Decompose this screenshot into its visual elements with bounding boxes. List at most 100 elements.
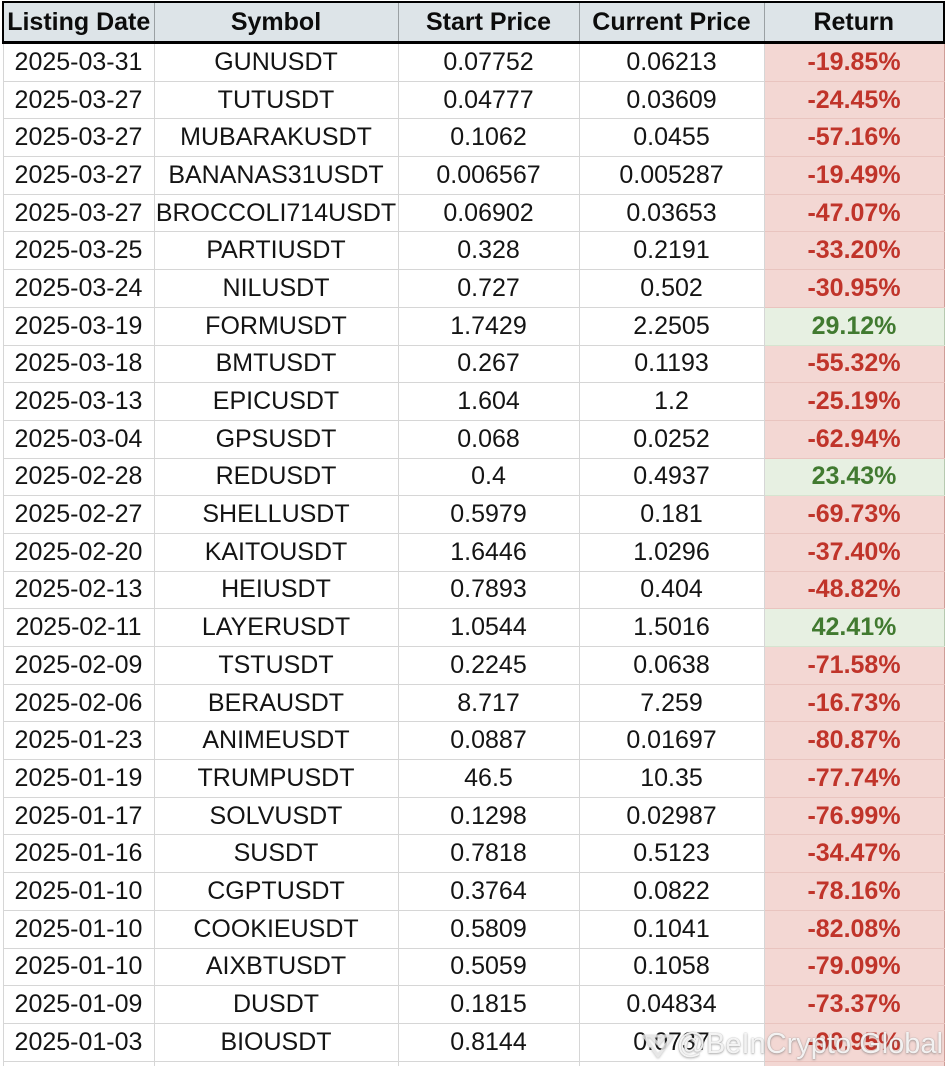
start-price-cell[interactable]: 8.717 xyxy=(397,683,580,723)
start-price-cell[interactable]: 0.07752 xyxy=(397,42,580,82)
symbol-cell[interactable]: HEIUSDT xyxy=(153,570,399,610)
listing-date-cell[interactable]: 2025-03-18 xyxy=(2,344,155,384)
return-cell[interactable]: -47.07% xyxy=(763,193,945,233)
current-price-cell[interactable]: 10.35 xyxy=(578,759,765,798)
listing-date-cell[interactable]: 2025-03-24 xyxy=(2,269,155,308)
current-price-cell[interactable]: 7.259 xyxy=(578,683,765,723)
start-price-cell[interactable]: 0.006567 xyxy=(397,156,580,195)
symbol-cell[interactable]: SUSDT xyxy=(153,834,399,874)
return-cell[interactable]: -71.58% xyxy=(763,646,945,685)
listing-date-cell[interactable]: 2025-01-17 xyxy=(2,796,155,836)
symbol-cell[interactable]: BMTUSDT xyxy=(153,344,399,384)
listing-date-cell[interactable]: 2025-03-13 xyxy=(2,382,155,421)
return-cell[interactable]: -77.74% xyxy=(763,759,945,798)
current-price-cell[interactable]: 0.4937 xyxy=(578,457,765,497)
start-price-cell[interactable]: 0.7818 xyxy=(397,834,580,874)
return-cell[interactable]: -48.82% xyxy=(763,570,945,610)
current-price-cell[interactable]: 1.0296 xyxy=(578,532,765,572)
start-price-cell[interactable]: 0.1298 xyxy=(397,796,580,836)
return-cell[interactable]: -37.40% xyxy=(763,532,945,572)
return-cell[interactable]: 29.12% xyxy=(763,306,945,346)
current-price-cell[interactable]: 0.04834 xyxy=(578,985,765,1024)
current-price-cell[interactable]: 0.02987 xyxy=(578,796,765,836)
current-price-cell[interactable]: 0.1193 xyxy=(578,344,765,384)
listing-date-cell[interactable]: 2025-03-19 xyxy=(2,306,155,346)
start-price-cell[interactable]: 0.267 xyxy=(397,344,580,384)
current-price-cell[interactable]: 0.404 xyxy=(578,570,765,610)
symbol-cell[interactable]: GPSUSDT xyxy=(153,419,399,459)
current-price-cell[interactable]: 1.2 xyxy=(578,382,765,421)
listing-date-cell[interactable]: 2025-02-11 xyxy=(2,608,155,647)
start-price-cell[interactable]: 1.7429 xyxy=(397,306,580,346)
return-cell[interactable]: -33.20% xyxy=(763,231,945,271)
listing-date-cell[interactable]: 2025-03-27 xyxy=(2,80,155,120)
return-cell[interactable]: -90.95% xyxy=(763,1022,945,1062)
listing-date-cell[interactable]: 2025-01-23 xyxy=(2,721,155,761)
current-price-cell[interactable]: 1.5016 xyxy=(578,608,765,647)
listing-date-cell[interactable]: 2025-02-28 xyxy=(2,457,155,497)
symbol-cell[interactable]: LAYERUSDT xyxy=(153,608,399,647)
listing-date-cell[interactable]: 2025-01-09 xyxy=(2,985,155,1024)
symbol-cell[interactable]: SOLVUSDT xyxy=(153,796,399,836)
return-cell[interactable]: 23.43% xyxy=(763,457,945,497)
return-cell[interactable]: -55.32% xyxy=(763,344,945,384)
return-cell[interactable]: -16.73% xyxy=(763,683,945,723)
return-cell[interactable]: -73.37% xyxy=(763,985,945,1024)
listing-date-cell[interactable]: 2025-03-25 xyxy=(2,231,155,271)
listing-date-cell[interactable]: 2025-02-09 xyxy=(2,646,155,685)
return-cell[interactable]: -78.16% xyxy=(763,872,945,911)
start-price-cell[interactable]: 0.328 xyxy=(397,231,580,271)
start-price-cell[interactable]: 0.7893 xyxy=(397,570,580,610)
current-price-cell[interactable]: 0.03609 xyxy=(578,80,765,120)
column-header-listing-date[interactable]: Listing Date xyxy=(2,1,155,44)
symbol-cell[interactable]: DUSDT xyxy=(153,985,399,1024)
symbol-cell[interactable]: COOKIEUSDT xyxy=(153,909,399,949)
return-cell[interactable]: -62.94% xyxy=(763,419,945,459)
listing-date-cell[interactable]: 2025-01-19 xyxy=(2,759,155,798)
current-price-cell[interactable]: 0.5123 xyxy=(578,834,765,874)
start-price-cell[interactable]: 0.8144 xyxy=(397,1022,580,1062)
symbol-cell[interactable]: BIOUSDT xyxy=(153,1022,399,1062)
start-price-cell[interactable]: 0.4 xyxy=(397,457,580,497)
start-price-cell[interactable]: 0.5809 xyxy=(397,909,580,949)
current-price-cell[interactable]: 0.1041 xyxy=(578,909,765,949)
return-cell[interactable]: -30.95% xyxy=(763,269,945,308)
listing-date-cell[interactable]: 2025-03-27 xyxy=(2,156,155,195)
symbol-cell[interactable]: BANANAS31USDT xyxy=(153,156,399,195)
return-cell[interactable]: -34.47% xyxy=(763,834,945,874)
listing-date-cell[interactable]: 2025-02-27 xyxy=(2,495,155,534)
start-price-cell[interactable]: 0.04777 xyxy=(397,80,580,120)
listing-date-cell[interactable]: 2025-02-20 xyxy=(2,532,155,572)
start-price-cell[interactable]: 1.6446 xyxy=(397,532,580,572)
listing-date-cell[interactable]: 2025-02-06 xyxy=(2,683,155,723)
symbol-cell[interactable]: MUBARAKUSDT xyxy=(153,118,399,158)
start-price-cell[interactable]: 0.1062 xyxy=(397,118,580,158)
current-price-cell[interactable]: 0.06213 xyxy=(578,42,765,82)
current-price-cell[interactable]: 0.181 xyxy=(578,495,765,534)
return-cell[interactable]: -80.87% xyxy=(763,721,945,761)
current-price-cell[interactable]: 0.01697 xyxy=(578,721,765,761)
current-price-cell[interactable]: 0.0822 xyxy=(578,872,765,911)
current-price-cell[interactable]: 2.2505 xyxy=(578,306,765,346)
start-price-cell[interactable]: 46.5 xyxy=(397,759,580,798)
current-price-cell[interactable]: 0.0737 xyxy=(578,1022,765,1062)
return-cell[interactable]: -79.09% xyxy=(763,947,945,987)
listing-date-cell[interactable]: 2025-01-10 xyxy=(2,872,155,911)
listing-date-cell[interactable]: 2025-03-31 xyxy=(2,42,155,82)
start-price-cell[interactable]: 0.5979 xyxy=(397,495,580,534)
current-price-cell[interactable]: 0.005287 xyxy=(578,156,765,195)
column-header-current-price[interactable]: Current Price xyxy=(578,1,765,44)
start-price-cell[interactable]: 0.0887 xyxy=(397,721,580,761)
return-cell[interactable]: -69.73% xyxy=(763,495,945,534)
start-price-cell[interactable]: 1.0544 xyxy=(397,608,580,647)
return-cell[interactable]: -57.16% xyxy=(763,118,945,158)
symbol-cell[interactable]: NILUSDT xyxy=(153,269,399,308)
column-header-return[interactable]: Return xyxy=(763,1,945,44)
return-cell[interactable]: -19.85% xyxy=(763,42,945,82)
column-header-symbol[interactable]: Symbol xyxy=(153,1,399,44)
return-cell[interactable]: -25.19% xyxy=(763,382,945,421)
current-price-cell[interactable]: 0.0252 xyxy=(578,419,765,459)
column-header-start-price[interactable]: Start Price xyxy=(397,1,580,44)
symbol-cell[interactable]: KAITOUSDT xyxy=(153,532,399,572)
symbol-cell[interactable]: PARTIUSDT xyxy=(153,231,399,271)
